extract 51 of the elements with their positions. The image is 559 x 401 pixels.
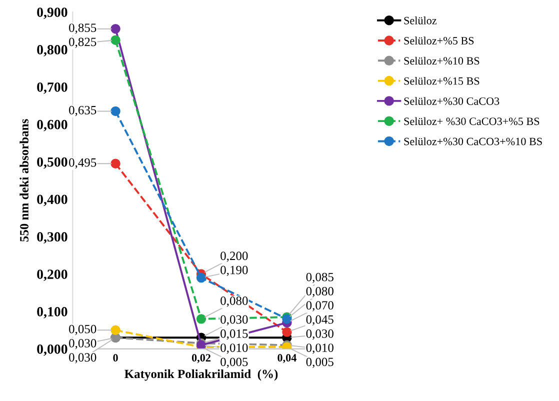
point bbox=[110, 35, 120, 45]
legend-label: Selüloz+ %30 CaCO3+%5 BS bbox=[404, 117, 540, 126]
point bbox=[110, 158, 120, 168]
data-label: 0,030 bbox=[220, 315, 248, 326]
point bbox=[110, 325, 120, 336]
y-tick-label: 0,800 bbox=[37, 45, 68, 56]
data-label: 0,200 bbox=[220, 252, 248, 262]
y-axis-title: 550 nm deki absorbans bbox=[20, 119, 28, 242]
data-label: 0,030 bbox=[69, 338, 96, 350]
data-label: 0,080 bbox=[306, 286, 334, 298]
data-label: 0,045 bbox=[306, 315, 334, 326]
data-label: 0,030 bbox=[306, 329, 334, 340]
x-tick-label: 0,02 bbox=[192, 354, 210, 364]
data-label: 0,825 bbox=[69, 38, 96, 48]
legend-label: Selüloz+%10 BS bbox=[404, 56, 480, 65]
x-tick-label: 0 bbox=[113, 354, 118, 362]
y-tick-label: 0,700 bbox=[37, 82, 68, 94]
y-tick-label: 0,900 bbox=[37, 8, 68, 19]
point bbox=[196, 272, 206, 283]
data-label: 0,855 bbox=[69, 24, 96, 34]
data-label: 0,005 bbox=[306, 358, 334, 368]
legend-label: Selüloz bbox=[404, 16, 437, 24]
data-label: 0,190 bbox=[220, 266, 248, 276]
point bbox=[110, 106, 120, 116]
y-tick-label: 0,400 bbox=[37, 194, 68, 206]
x-axis-title: Katyonik Poliakrilamid (%) bbox=[124, 369, 278, 381]
point bbox=[196, 314, 206, 324]
data-label: 0,635 bbox=[69, 106, 96, 116]
y-tick-label: 0,300 bbox=[37, 232, 68, 244]
y-tick-label: 0,000 bbox=[37, 344, 68, 356]
x-tick-label: 0,04 bbox=[278, 354, 296, 364]
data-label: 0,015 bbox=[220, 329, 248, 340]
data-label: 0,495 bbox=[69, 158, 96, 169]
point bbox=[110, 24, 120, 34]
data-label: 0,005 bbox=[220, 358, 248, 368]
legend-label: Selüloz+%15 BS bbox=[404, 76, 480, 85]
y-tick-label: 0,200 bbox=[37, 270, 68, 281]
data-label: 0,070 bbox=[306, 301, 334, 312]
data-label: 0,010 bbox=[220, 344, 248, 354]
data-label: 0,010 bbox=[306, 344, 334, 354]
data-label: 0,030 bbox=[69, 353, 96, 364]
data-label: 0,085 bbox=[306, 272, 334, 284]
y-tick-label: 0,100 bbox=[37, 307, 68, 318]
legend-label: Selüloz+%30 CaCO3 bbox=[404, 97, 500, 105]
y-tick-label: 0,500 bbox=[37, 157, 68, 169]
legend-label: Selüloz+%5 BS bbox=[404, 36, 474, 45]
data-label: 0,050 bbox=[69, 324, 96, 336]
data-label: 0,080 bbox=[220, 296, 248, 307]
point bbox=[282, 327, 292, 337]
legend-label: Selüloz+%30 CaCO3+%10 BS bbox=[404, 137, 542, 146]
y-tick-label: 0,600 bbox=[37, 120, 68, 132]
